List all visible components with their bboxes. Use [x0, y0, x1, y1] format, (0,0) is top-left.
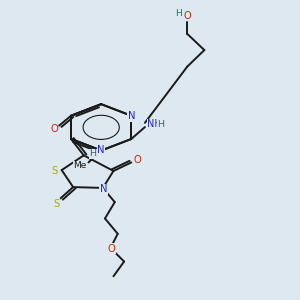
- Text: Me: Me: [73, 161, 87, 170]
- Text: H: H: [90, 149, 97, 158]
- Text: S: S: [53, 199, 59, 208]
- Text: N: N: [98, 145, 105, 155]
- Text: O: O: [184, 11, 191, 20]
- Text: N: N: [100, 184, 107, 194]
- Text: H: H: [158, 120, 164, 129]
- Text: N: N: [128, 111, 135, 121]
- Text: O: O: [50, 124, 58, 134]
- Text: S: S: [52, 166, 58, 176]
- Text: H: H: [175, 9, 182, 18]
- Text: O: O: [134, 154, 141, 165]
- Text: NH: NH: [148, 119, 162, 129]
- Text: O: O: [107, 244, 115, 254]
